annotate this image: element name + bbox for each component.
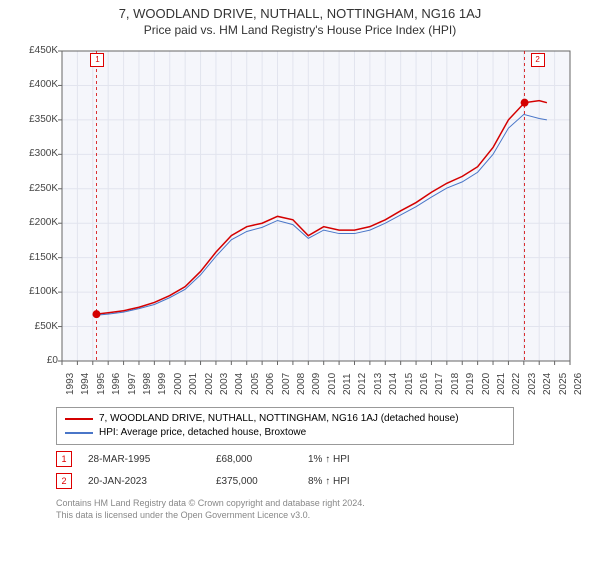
y-tick-label: £400K bbox=[18, 79, 58, 90]
y-tick-label: £450K bbox=[18, 45, 58, 56]
x-tick-label: 2025 bbox=[558, 373, 569, 395]
transaction-date: 20-JAN-2023 bbox=[88, 476, 216, 487]
transaction-row: 2 20-JAN-2023 £375,000 8% ↑ HPI bbox=[56, 473, 600, 489]
x-tick-label: 2017 bbox=[434, 373, 445, 395]
x-tick-label: 2018 bbox=[450, 373, 461, 395]
legend-item: HPI: Average price, detached house, Brox… bbox=[65, 426, 505, 440]
x-tick-label: 1997 bbox=[127, 373, 138, 395]
x-tick-label: 2005 bbox=[250, 373, 261, 395]
footer: Contains HM Land Registry data © Crown c… bbox=[56, 497, 600, 521]
x-tick-label: 2001 bbox=[188, 373, 199, 395]
x-tick-label: 2020 bbox=[481, 373, 492, 395]
transaction-hpi: 8% ↑ HPI bbox=[308, 476, 350, 487]
x-tick-label: 2015 bbox=[404, 373, 415, 395]
x-tick-label: 1995 bbox=[96, 373, 107, 395]
y-tick-label: £200K bbox=[18, 217, 58, 228]
transaction-marker-badge: 1 bbox=[90, 53, 104, 67]
x-tick-label: 2000 bbox=[173, 373, 184, 395]
x-tick-label: 2023 bbox=[527, 373, 538, 395]
legend: 7, WOODLAND DRIVE, NUTHALL, NOTTINGHAM, … bbox=[56, 407, 514, 445]
transaction-price: £68,000 bbox=[216, 454, 308, 465]
y-tick-label: £350K bbox=[18, 114, 58, 125]
x-tick-label: 2019 bbox=[465, 373, 476, 395]
x-tick-label: 2003 bbox=[219, 373, 230, 395]
x-tick-label: 2007 bbox=[281, 373, 292, 395]
y-tick-label: £100K bbox=[18, 286, 58, 297]
legend-item: 7, WOODLAND DRIVE, NUTHALL, NOTTINGHAM, … bbox=[65, 412, 505, 426]
transaction-marker-badge: 2 bbox=[531, 53, 545, 67]
y-tick-label: £0 bbox=[18, 355, 58, 366]
x-tick-label: 2016 bbox=[419, 373, 430, 395]
x-tick-label: 2022 bbox=[511, 373, 522, 395]
x-tick-label: 1999 bbox=[157, 373, 168, 395]
x-tick-label: 2002 bbox=[204, 373, 215, 395]
x-tick-label: 2021 bbox=[496, 373, 507, 395]
chart-subtitle: Price paid vs. HM Land Registry's House … bbox=[0, 23, 600, 37]
legend-label: HPI: Average price, detached house, Brox… bbox=[99, 426, 306, 440]
x-tick-label: 2024 bbox=[542, 373, 553, 395]
y-tick-label: £250K bbox=[18, 183, 58, 194]
x-tick-label: 2010 bbox=[327, 373, 338, 395]
legend-swatch-icon bbox=[65, 432, 93, 434]
footer-line: This data is licensed under the Open Gov… bbox=[56, 509, 600, 521]
x-tick-label: 2004 bbox=[234, 373, 245, 395]
transaction-row: 1 28-MAR-1995 £68,000 1% ↑ HPI bbox=[56, 451, 600, 467]
x-tick-label: 2011 bbox=[342, 373, 353, 395]
footer-line: Contains HM Land Registry data © Crown c… bbox=[56, 497, 600, 509]
legend-swatch-icon bbox=[65, 418, 93, 420]
x-tick-label: 2026 bbox=[573, 373, 584, 395]
chart-svg bbox=[18, 43, 578, 401]
transaction-hpi: 1% ↑ HPI bbox=[308, 454, 350, 465]
x-tick-label: 2008 bbox=[296, 373, 307, 395]
transaction-price: £375,000 bbox=[216, 476, 308, 487]
x-tick-label: 1993 bbox=[65, 373, 76, 395]
transaction-date: 28-MAR-1995 bbox=[88, 454, 216, 465]
x-tick-label: 2012 bbox=[357, 373, 368, 395]
transaction-badge: 1 bbox=[56, 451, 72, 467]
x-tick-label: 2013 bbox=[373, 373, 384, 395]
x-tick-label: 2014 bbox=[388, 373, 399, 395]
x-tick-label: 2009 bbox=[311, 373, 322, 395]
x-tick-label: 1994 bbox=[80, 373, 91, 395]
transaction-badge: 2 bbox=[56, 473, 72, 489]
x-tick-label: 2006 bbox=[265, 373, 276, 395]
chart-container: 7, WOODLAND DRIVE, NUTHALL, NOTTINGHAM, … bbox=[0, 6, 600, 566]
x-tick-label: 1996 bbox=[111, 373, 122, 395]
x-tick-label: 1998 bbox=[142, 373, 153, 395]
legend-label: 7, WOODLAND DRIVE, NUTHALL, NOTTINGHAM, … bbox=[99, 412, 459, 426]
chart-title: 7, WOODLAND DRIVE, NUTHALL, NOTTINGHAM, … bbox=[0, 6, 600, 21]
y-tick-label: £300K bbox=[18, 148, 58, 159]
y-tick-label: £150K bbox=[18, 252, 58, 263]
chart-area: £0 £50K £100K £150K £200K £250K £300K £350K £400… bbox=[18, 43, 578, 401]
y-tick-label: £50K bbox=[18, 321, 58, 332]
